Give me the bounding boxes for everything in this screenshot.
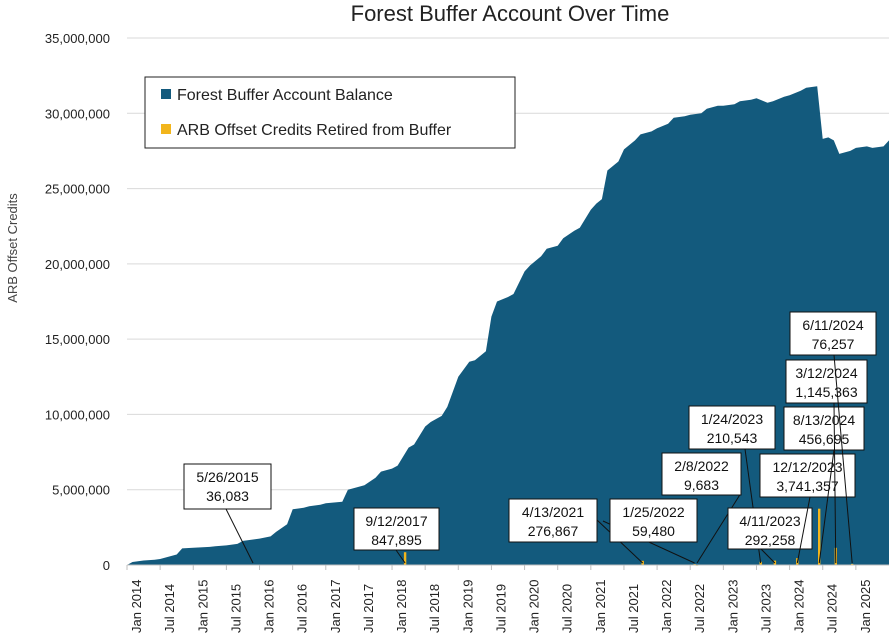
callout-leader-line — [395, 549, 406, 564]
callout-date: 5/26/2015 — [196, 469, 258, 485]
x-tick-label: Jan 2020 — [527, 580, 542, 634]
x-tick-label: Jan 2017 — [328, 580, 343, 634]
legend: Forest Buffer Account Balance ARB Offset… — [144, 76, 516, 149]
callout-value: 59,480 — [632, 523, 675, 539]
legend-swatch-balance — [161, 89, 171, 99]
annotation-callout: 5/26/2015 36,083 — [183, 463, 272, 564]
annotation-callouts: 5/26/2015 36,083 9/12/2017 847,895 4/13/2021… — [183, 311, 877, 564]
legend-swatch-retired — [161, 124, 171, 134]
x-axis: Jan 2014 Jul 2014 Jan 2015 Jul 2015 Jan 2016… — [126, 564, 889, 634]
callout-box — [759, 453, 856, 498]
callout-value: 76,257 — [812, 336, 855, 352]
x-tick-label: Jul 2020 — [560, 584, 575, 633]
callout-date: 2/8/2022 — [674, 458, 729, 474]
callout-value: 292,258 — [745, 532, 796, 548]
annotation-callout: 9/12/2017 847,895 — [353, 507, 440, 564]
annotation-callout: 3/12/2024 1,145,363 — [785, 359, 868, 564]
callout-box — [688, 405, 776, 450]
callout-value: 276,867 — [528, 523, 579, 539]
x-tick-label: Jan 2025 — [858, 580, 873, 634]
y-tick-label: 30,000,000 — [45, 106, 110, 121]
y-tick-label: 20,000,000 — [45, 257, 110, 272]
y-tick-label: 25,000,000 — [45, 182, 110, 197]
chart-title: Forest Buffer Account Over Time — [351, 1, 670, 26]
x-tick-label: Jul 2017 — [361, 584, 376, 633]
x-tick-label: Jul 2018 — [427, 584, 442, 633]
y-axis: 0 5,000,000 10,000,000 15,000,000 20,000,000… — [45, 31, 110, 573]
callout-date: 12/12/2023 — [772, 459, 842, 475]
y-axis-label: ARB Offset Credits — [5, 193, 20, 303]
callout-leader-line — [833, 354, 853, 564]
callout-box — [183, 463, 272, 510]
legend-label-retired: ARB Offset Credits Retired from Buffer — [177, 122, 452, 139]
annotation-callout: 4/11/2023 292,258 — [727, 507, 813, 564]
retired-credit-bar — [403, 552, 407, 565]
callout-leader-line — [696, 492, 742, 564]
callout-value: 847,895 — [371, 532, 422, 548]
x-tick-label: Jan 2021 — [593, 580, 608, 634]
callout-value: 9,683 — [684, 477, 719, 493]
callout-leader-line — [225, 508, 254, 564]
x-tick-label: Jan 2023 — [725, 580, 740, 634]
callout-date: 4/13/2021 — [522, 504, 584, 520]
callout-leader-line — [818, 449, 835, 564]
annotation-callout: 1/24/2023 210,543 — [688, 405, 776, 564]
x-tick-label: Jan 2022 — [659, 580, 674, 634]
x-tick-label: Jul 2016 — [295, 584, 310, 633]
annotation-callout: 4/13/2021 276,867 — [508, 498, 644, 564]
y-tick-label: 15,000,000 — [45, 332, 110, 347]
callout-box — [727, 507, 813, 550]
x-tick-label: Jul 2022 — [692, 584, 707, 633]
x-tick-label: Jul 2023 — [758, 584, 773, 633]
callout-leader-line — [796, 496, 811, 564]
callout-box — [785, 359, 868, 404]
callout-value: 3,741,357 — [776, 478, 838, 494]
annotation-callout: 12/12/2023 3,741,357 — [759, 453, 856, 564]
callout-box — [783, 406, 865, 451]
callout-box — [353, 507, 440, 551]
retired-credit-bar — [759, 561, 762, 565]
x-tick-label: Jan 2019 — [460, 580, 475, 634]
x-tick-label: Jul 2024 — [825, 584, 840, 633]
retired-credit-bar — [818, 508, 821, 565]
callout-value: 456,695 — [799, 431, 850, 447]
legend-box — [144, 76, 516, 149]
x-tick-label: Jan 2014 — [129, 580, 144, 634]
callout-box — [661, 452, 742, 496]
retired-credit-bar — [851, 563, 854, 565]
callout-leader-line — [759, 547, 776, 564]
callout-box — [789, 311, 877, 356]
callout-box — [508, 498, 598, 543]
callout-date: 1/25/2022 — [622, 504, 684, 520]
annotation-callout: 1/25/2022 59,480 — [602, 498, 698, 564]
x-tick-label: Jul 2015 — [228, 584, 243, 633]
x-tick-label: Jul 2019 — [493, 584, 508, 633]
legend-label-balance: Forest Buffer Account Balance — [177, 87, 393, 104]
callout-date: 8/13/2024 — [793, 412, 855, 428]
x-tick-label: Jan 2018 — [394, 580, 409, 634]
x-tick-label: Jan 2016 — [262, 580, 277, 634]
callout-date: 9/12/2017 — [365, 513, 427, 529]
callout-leader-line — [833, 402, 837, 564]
callout-value: 36,083 — [206, 488, 249, 504]
x-tick-label: Jan 2024 — [792, 580, 807, 634]
callout-date: 1/24/2023 — [701, 411, 763, 427]
y-tick-label: 10,000,000 — [45, 407, 110, 422]
x-tick-label: Jan 2015 — [195, 580, 210, 634]
callout-value: 1,145,363 — [795, 384, 857, 400]
callout-date: 4/11/2023 — [739, 513, 800, 529]
x-tick-label: Jul 2014 — [162, 584, 177, 633]
annotation-callout: 2/8/2022 9,683 — [661, 452, 742, 564]
y-tick-label: 35,000,000 — [45, 31, 110, 46]
y-tick-label: 0 — [103, 558, 110, 573]
annotation-callout: 6/11/2024 76,257 — [789, 311, 877, 564]
callout-box — [609, 498, 698, 543]
y-tick-label: 5,000,000 — [52, 483, 110, 498]
callout-date: 6/11/2024 — [802, 317, 863, 333]
callout-date: 3/12/2024 — [795, 365, 857, 381]
callout-value: 210,543 — [707, 430, 758, 446]
x-tick-label: Jul 2021 — [626, 584, 641, 633]
